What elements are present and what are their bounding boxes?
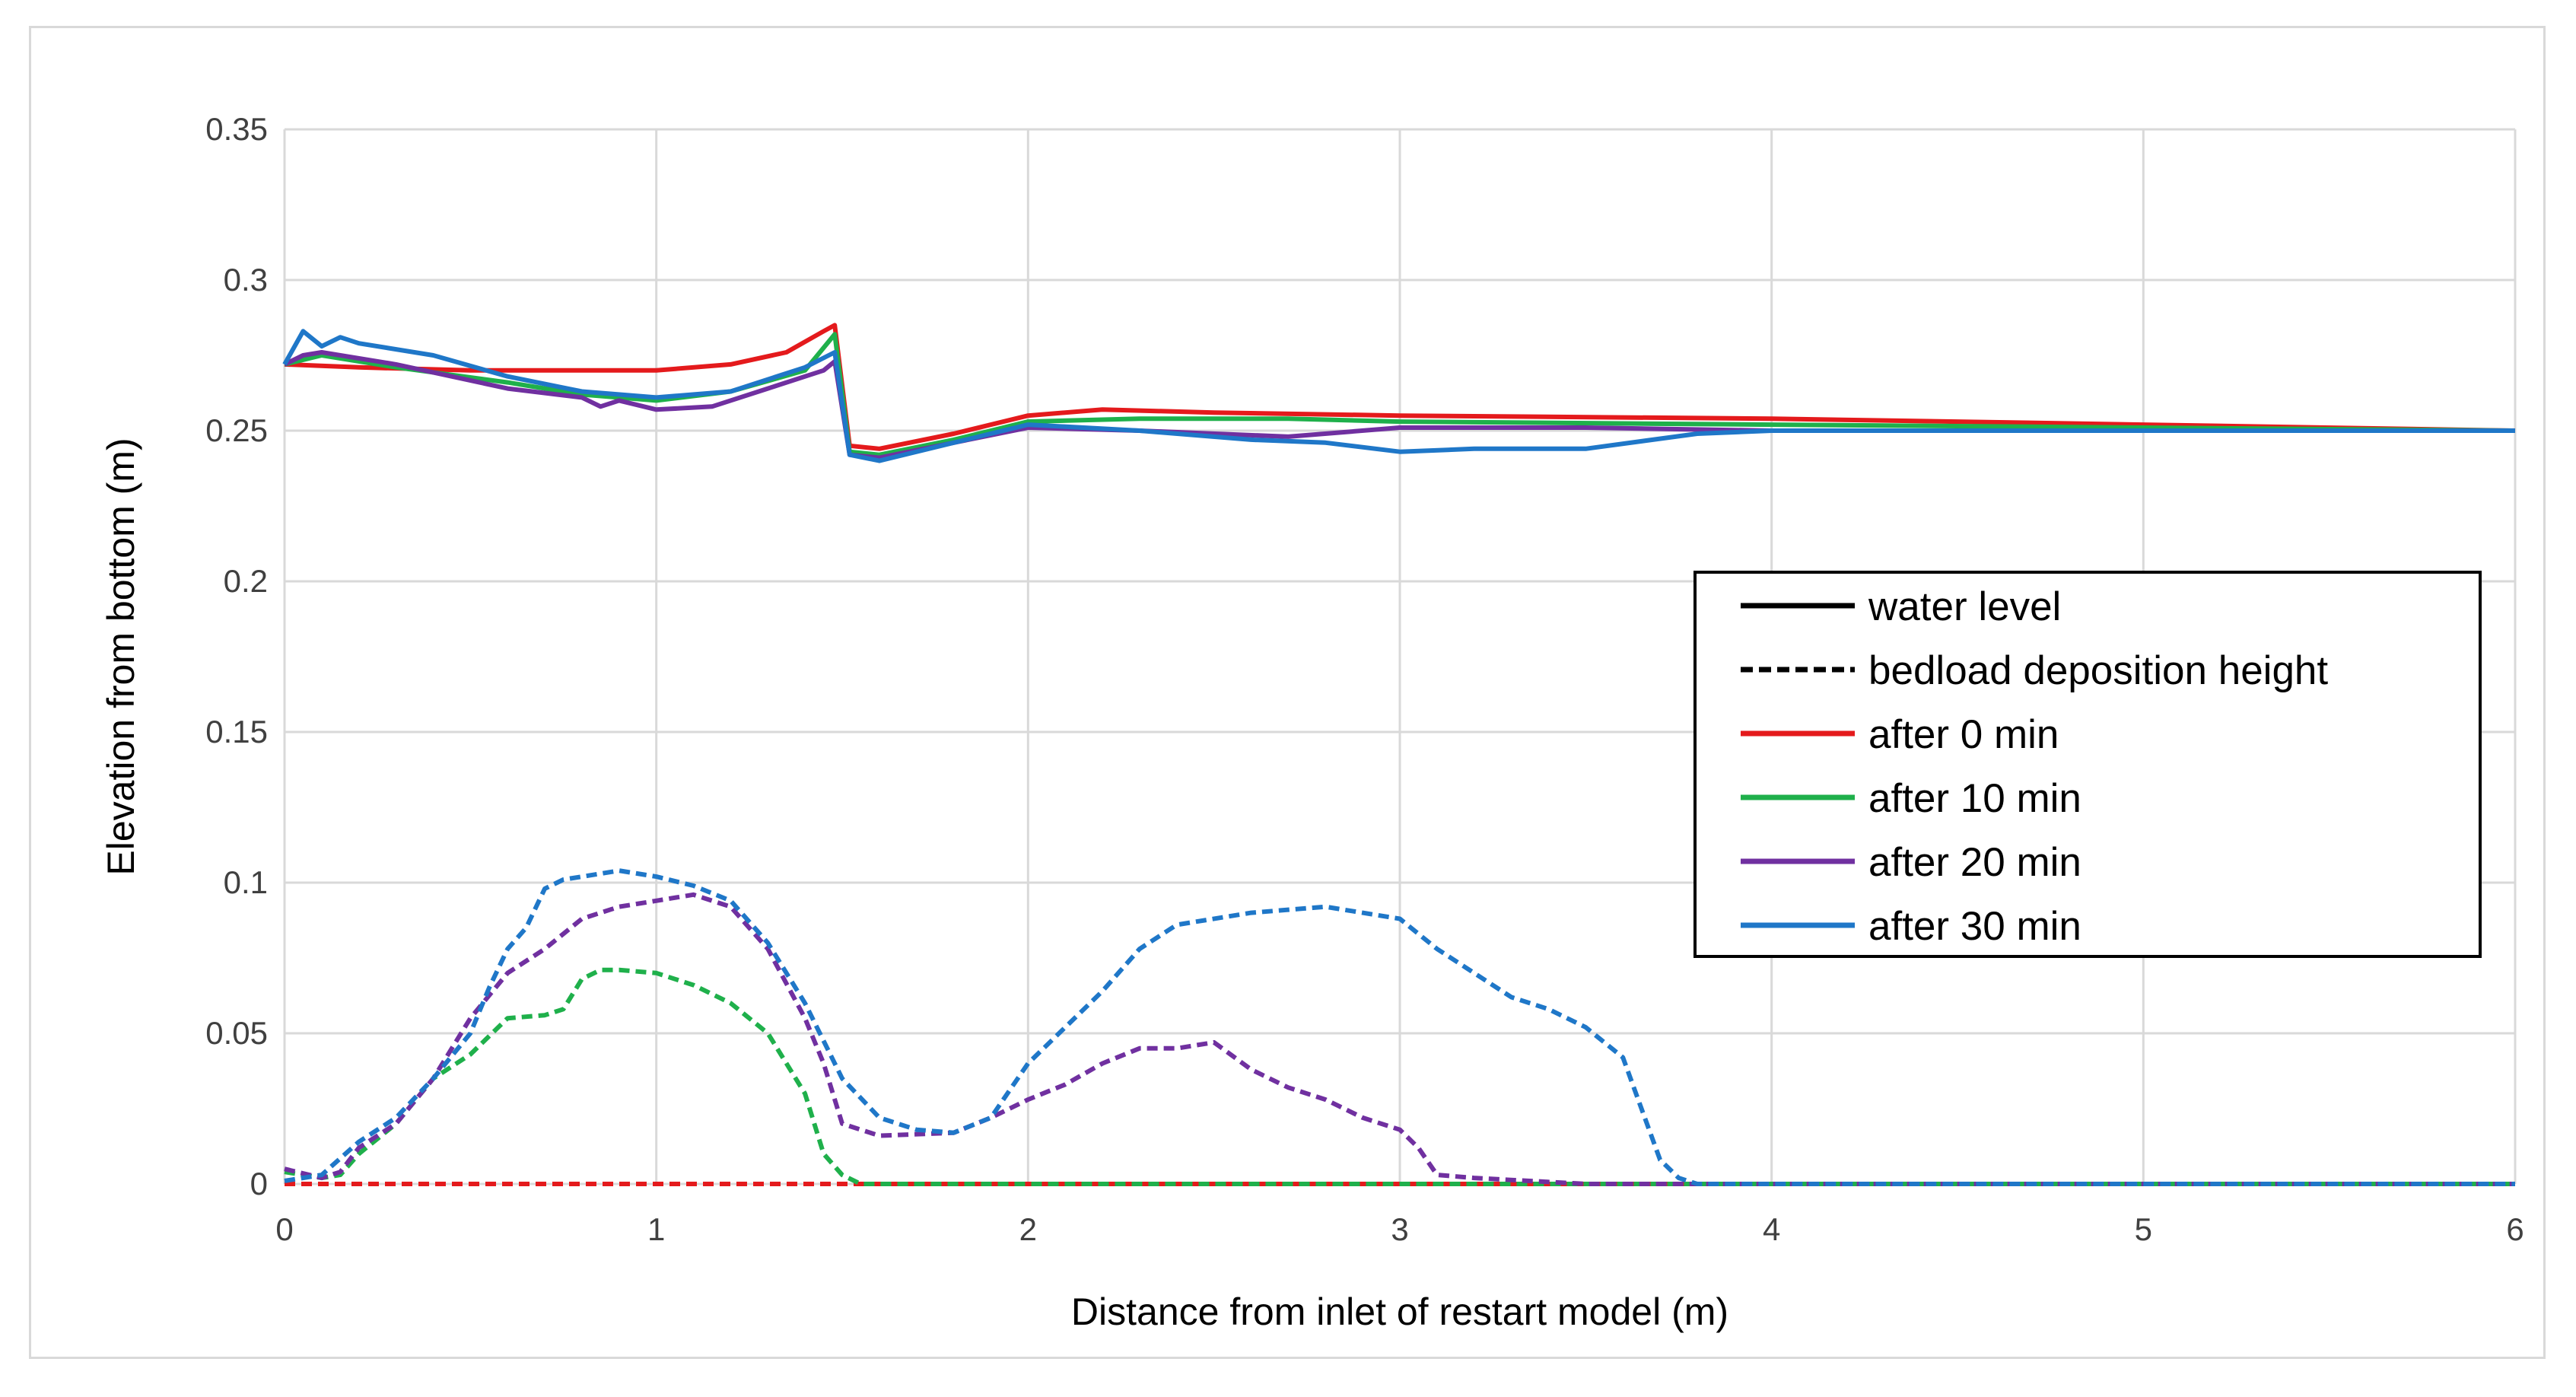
- legend-label: after 10 min: [1868, 776, 2081, 821]
- y-tick-label: 0.15: [205, 714, 268, 749]
- water-level-line-3: [282, 329, 2515, 463]
- water-level-line-2: [283, 350, 2515, 460]
- legend-label: water level: [1868, 584, 2061, 629]
- y-tick-label: 0: [250, 1166, 268, 1201]
- x-tick-label: 4: [1763, 1211, 1780, 1247]
- legend-label: after 0 min: [1868, 712, 2059, 757]
- x-tick-label: 2: [1019, 1211, 1037, 1247]
- legend-box: [1693, 571, 2482, 958]
- x-axis-title: Distance from inlet of restart model (m): [1071, 1290, 1728, 1333]
- legend-label: bedload deposition height: [1868, 648, 2328, 693]
- legend-label: after 20 min: [1868, 840, 2081, 885]
- x-tick-label: 0: [275, 1211, 293, 1247]
- tick-labels: 0 0.05 0.1 0.15 0.2 0.25 0.3 0.35 0 1 2 3 4 5 6: [205, 111, 2524, 1247]
- y-axis-title: Elevation from bottom (m): [100, 438, 142, 875]
- y-tick-label: 0.25: [205, 412, 268, 448]
- x-tick-label: 3: [1391, 1211, 1408, 1247]
- y-tick-label: 0.2: [224, 563, 268, 599]
- y-tick-label: 0.35: [205, 111, 268, 147]
- legend-label: after 30 min: [1868, 904, 2081, 949]
- y-tick-label: 0.1: [224, 864, 268, 900]
- bedload-line-7: [284, 868, 2515, 1186]
- y-tick-label: 0.3: [224, 262, 268, 298]
- y-tick-label: 0.05: [205, 1015, 268, 1051]
- x-tick-label: 6: [2506, 1211, 2524, 1247]
- series-lines: [282, 323, 2516, 1186]
- bedload-line-5: [284, 967, 2515, 1186]
- x-tick-label: 1: [647, 1211, 665, 1247]
- x-tick-label: 5: [2135, 1211, 2152, 1247]
- bedload-line-6: [284, 892, 2515, 1186]
- legend: water level bedload deposition height afte…: [1693, 571, 2482, 958]
